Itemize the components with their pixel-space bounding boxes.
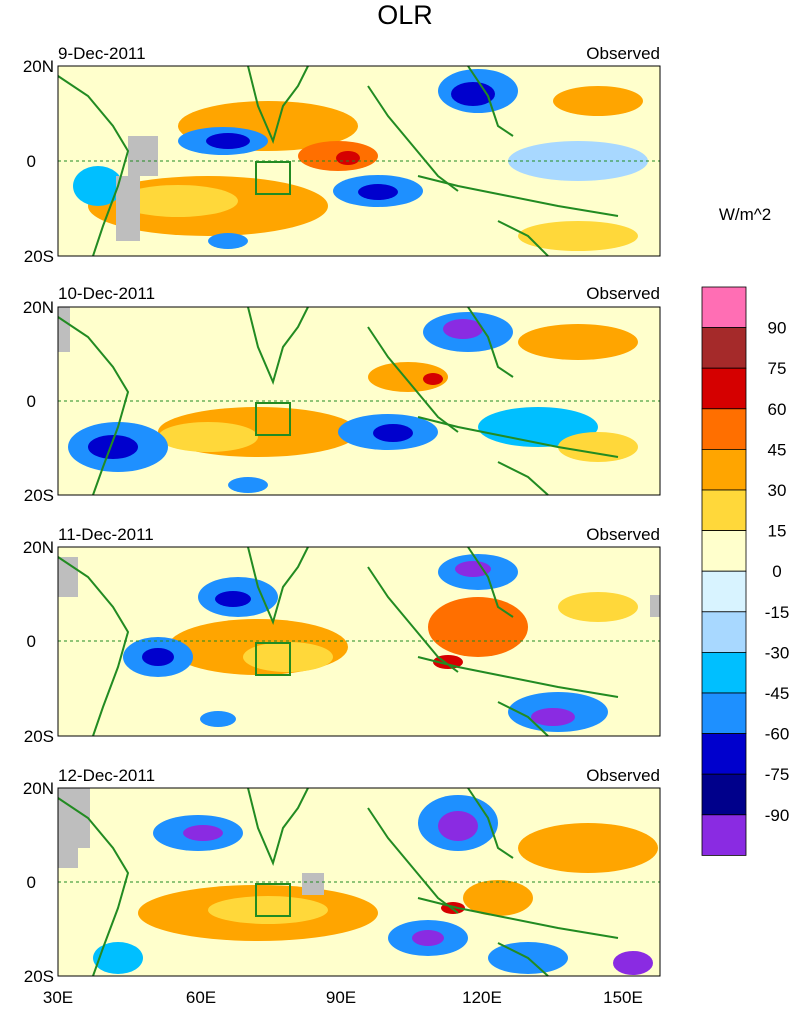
colorbar-swatch — [701, 448, 747, 491]
lon-label: 60E — [186, 988, 216, 1007]
colorbar-label: -15 — [765, 603, 790, 622]
colorbar-label: -60 — [765, 725, 790, 744]
lon-label: 30E — [43, 988, 73, 1007]
lat-label-equator: 0 — [27, 873, 36, 892]
colorbar-swatch — [701, 692, 747, 734]
colorbar-label: -45 — [765, 684, 790, 703]
colorbar-swatch — [701, 286, 747, 328]
lat-label-south: 20S — [24, 247, 54, 266]
panel-date: 11-Dec-2011 — [58, 525, 154, 544]
panel-1: 9-Dec-2011 Observed 20N 0 20S — [23, 44, 661, 266]
panel-4: 12-Dec-2011 Observed 20N 0 20S — [23, 766, 661, 986]
panel-date: 10-Dec-2011 — [58, 284, 155, 303]
lat-label-equator: 0 — [27, 152, 36, 171]
panel-tag: Observed — [586, 284, 660, 303]
colorbar-swatch — [701, 489, 747, 531]
colorbar-label: 15 — [768, 522, 787, 541]
colorbar-swatch — [701, 611, 747, 653]
olr-field — [58, 554, 660, 732]
panel-tag: Observed — [586, 766, 660, 785]
coastlines — [57, 787, 619, 977]
coastlines — [57, 65, 619, 257]
panel-tag: Observed — [586, 44, 660, 63]
colorbar-swatch — [701, 773, 747, 816]
lat-label-south: 20S — [24, 967, 54, 986]
colorbar-label: 30 — [768, 481, 787, 500]
colorbar-swatch — [701, 327, 747, 369]
lon-label: 90E — [326, 988, 356, 1007]
colorbar: 90 75 60 45 30 15 0 -15 -30 -45 -60 -75 -90 — [701, 286, 790, 856]
panel-2: 10-Dec-2011 Observed 20N 0 20S — [23, 284, 661, 505]
lon-axis: 30E 60E 90E 120E 150E — [43, 988, 643, 1007]
colorbar-swatch — [701, 570, 747, 613]
lon-label: 120E — [462, 988, 502, 1007]
colorbar-swatch — [701, 530, 747, 572]
panel-tag: Observed — [586, 525, 660, 544]
lat-label-south: 20S — [24, 486, 54, 505]
lat-label-south: 20S — [24, 727, 54, 746]
colorbar-label: -75 — [765, 765, 790, 784]
panel-3: 11-Dec-2011 Observed 20N 0 20S — [23, 525, 661, 746]
lat-label-north: 20N — [23, 57, 54, 76]
coastlines — [57, 306, 619, 496]
colorbar-label: 45 — [768, 440, 787, 459]
coastlines — [57, 546, 619, 737]
lat-label-north: 20N — [23, 298, 54, 317]
units-label: W/m^2 — [719, 205, 771, 224]
olr-field — [58, 307, 638, 493]
olr-field — [58, 788, 658, 975]
lat-label-north: 20N — [23, 538, 54, 557]
colorbar-swatch — [701, 733, 747, 775]
panel-date: 9-Dec-2011 — [58, 44, 146, 63]
colorbar-swatch — [701, 408, 747, 450]
colorbar-label: 0 — [772, 562, 781, 581]
colorbar-swatch — [701, 652, 747, 694]
panel-date: 12-Dec-2011 — [58, 766, 155, 785]
lat-label-equator: 0 — [27, 632, 36, 651]
lon-label: 150E — [603, 988, 643, 1007]
colorbar-swatch — [701, 814, 747, 856]
colorbar-swatch — [701, 367, 747, 410]
colorbar-label: -90 — [765, 806, 790, 825]
lat-label-equator: 0 — [27, 392, 36, 411]
colorbar-label: 75 — [768, 359, 787, 378]
figure-title: OLR — [377, 0, 433, 30]
olr-field — [73, 69, 648, 251]
colorbar-label: 90 — [768, 319, 787, 338]
lat-label-north: 20N — [23, 779, 54, 798]
colorbar-label: -30 — [765, 643, 790, 662]
colorbar-label: 60 — [768, 400, 787, 419]
